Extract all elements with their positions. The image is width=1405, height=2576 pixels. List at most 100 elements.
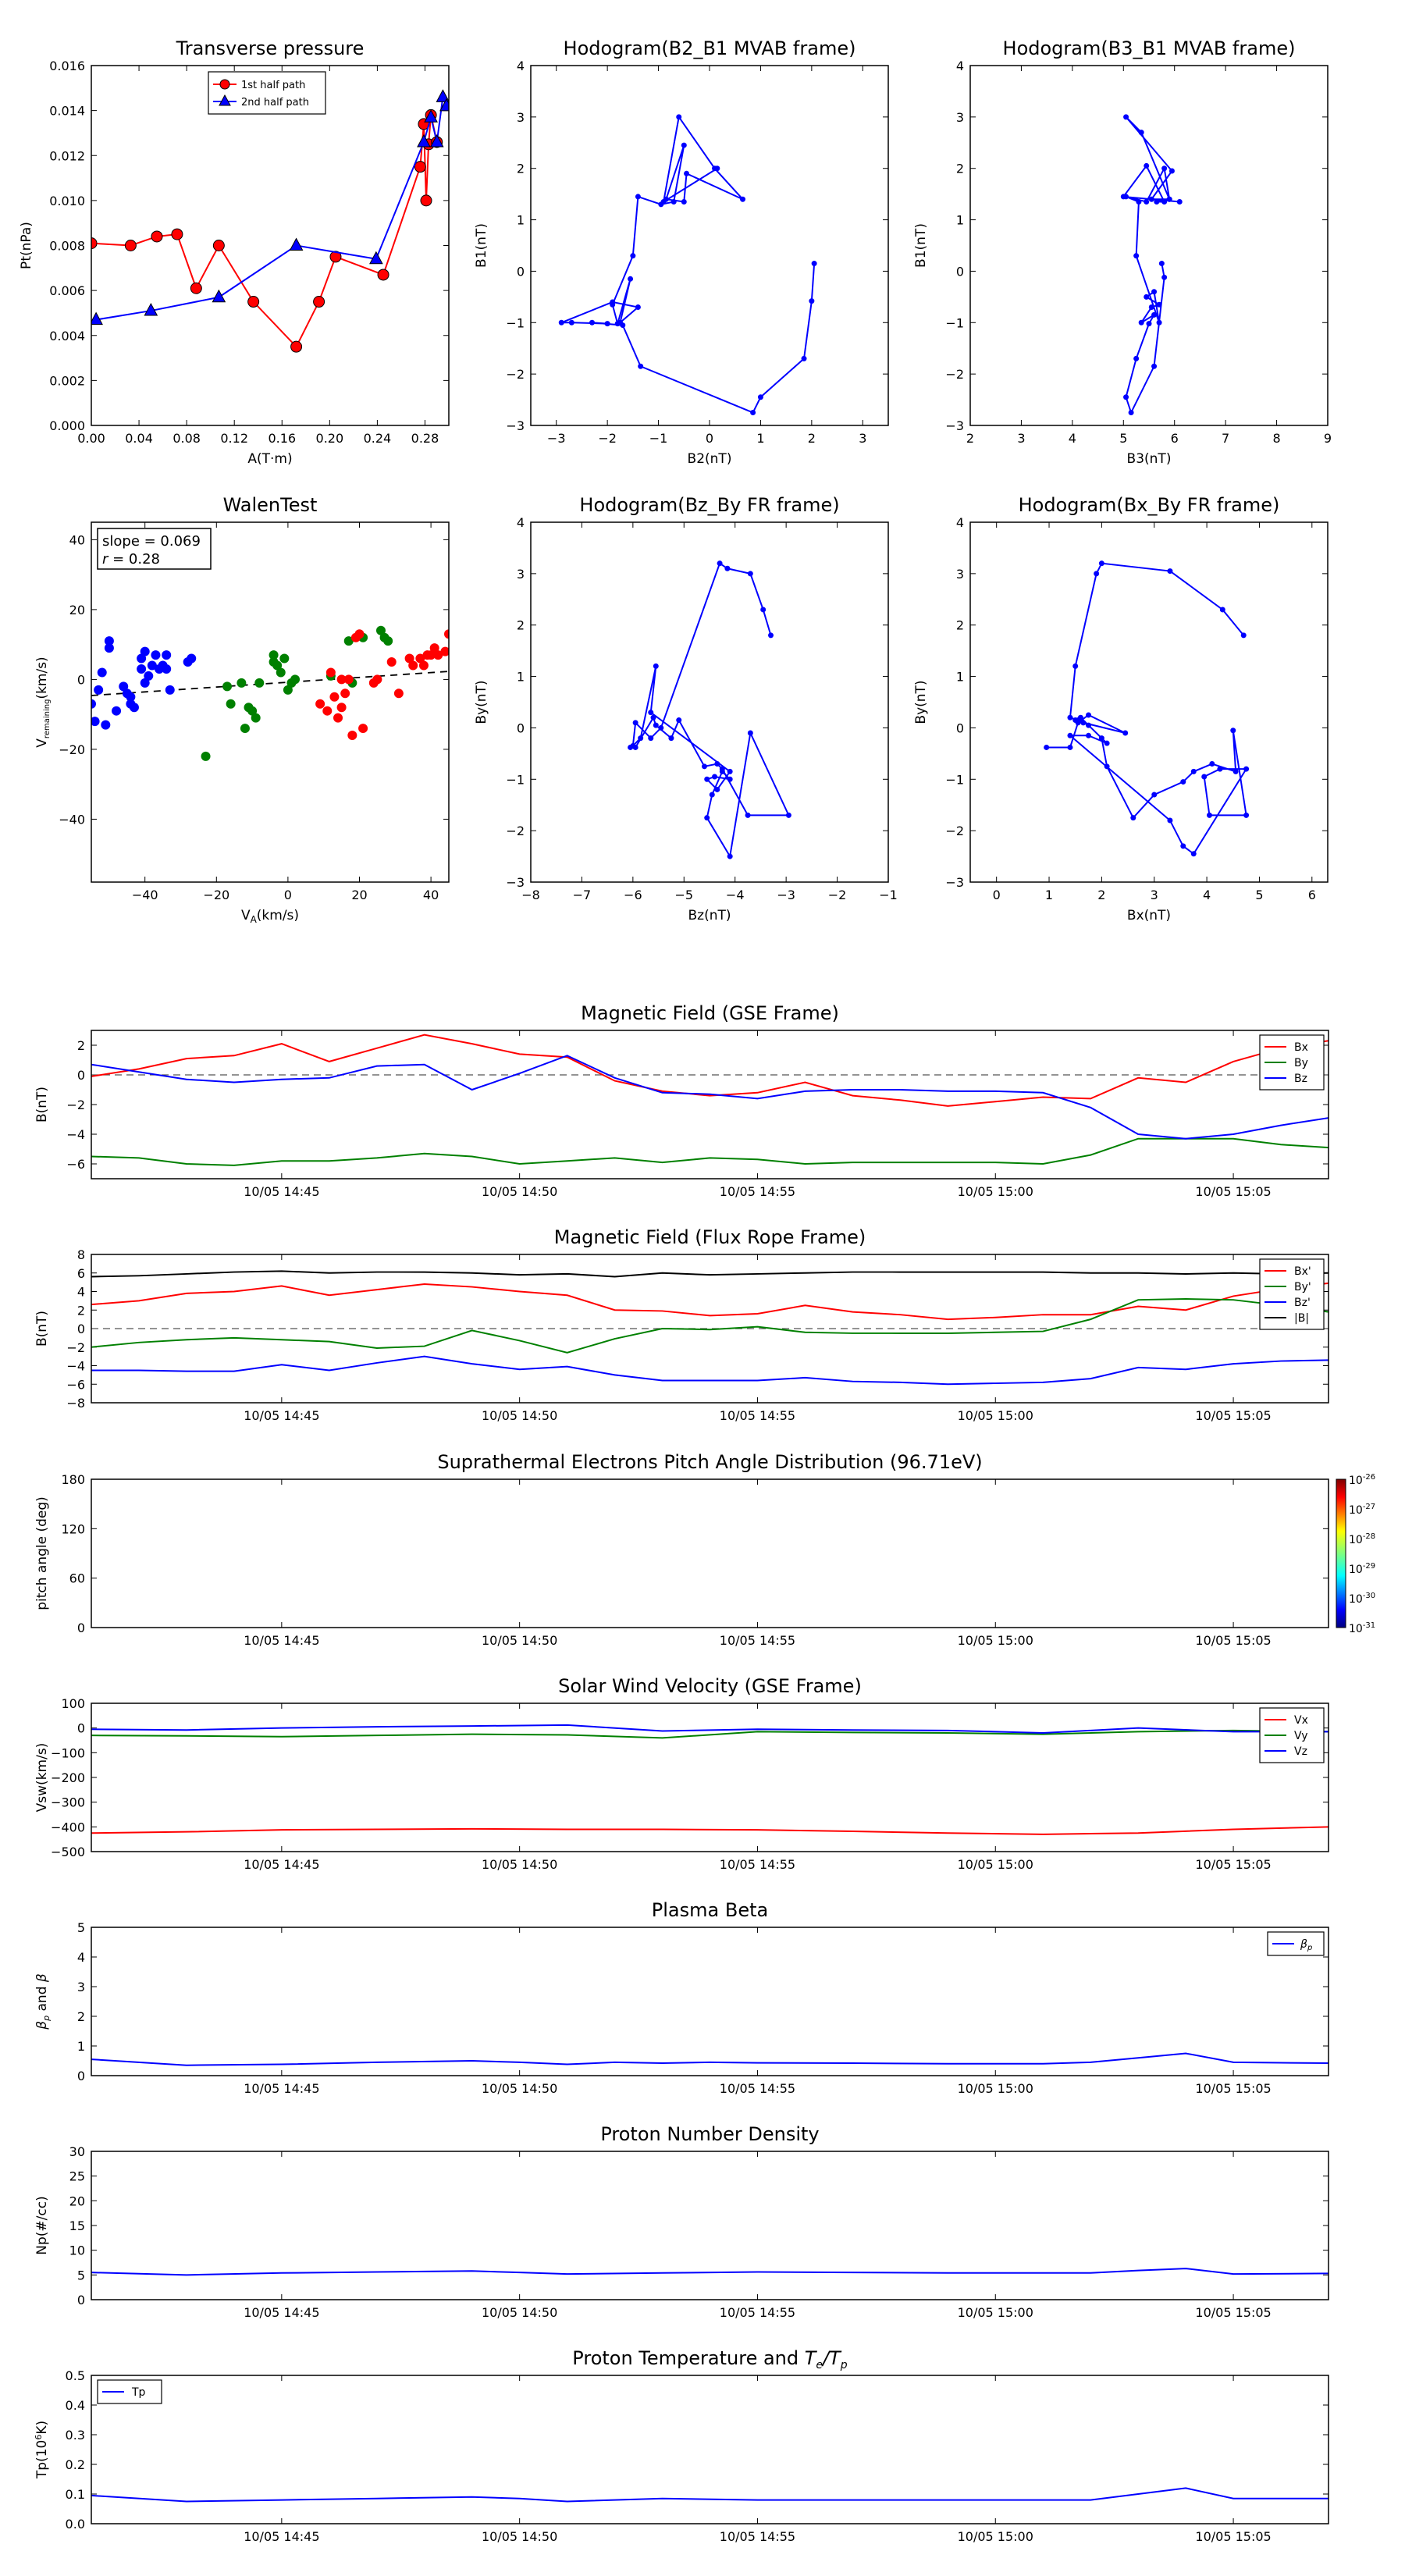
data-point [1122,730,1129,736]
series-line-Bx [91,1034,1329,1107]
x-tick-label: −3 [547,431,566,446]
legend-label: 2nd half path [241,97,309,109]
y-tick-label: 1 [517,670,525,685]
y-tick-label: −2 [945,367,964,382]
legend-label: By' [1294,1281,1311,1293]
plot-area [91,1270,1329,1386]
data-point [614,321,621,327]
x-tick-label: 10/05 15:00 [958,1184,1033,1199]
x-tick-label: 10/05 15:00 [958,1857,1033,1872]
x-axis-label-rest: (km/s) [257,908,299,923]
y-tick-label: −100 [51,1745,85,1760]
scatter-point [433,650,443,660]
fit-line [91,671,449,696]
data-point [429,133,444,148]
data-point [1151,363,1158,369]
data-point [1206,812,1212,818]
x-tick-label: 0 [284,888,292,902]
x-tick-label: −20 [203,888,229,902]
data-point [212,289,226,303]
y-tick-label: 2 [77,2009,85,2024]
x-tick-label: 0.08 [173,431,201,446]
legend-label: Bz [1294,1073,1307,1085]
x-tick-label: 5 [1119,431,1127,446]
y-axis-label-rest: and [34,1982,50,2016]
y-tick-label: 2 [77,1038,85,1053]
series-line [560,115,816,414]
x-tick-label: 0 [993,888,1001,902]
x-tick-label: −5 [674,888,693,902]
legend-box [208,71,326,115]
scatter-point [393,688,404,699]
scatter-point [137,653,147,664]
plot-frame [91,1254,1329,1404]
y-tick-label: −6 [66,1377,85,1392]
x-tick-label: 5 [1255,888,1263,902]
data-point [1148,196,1154,202]
title-slash: /T [821,2347,842,2369]
y-tick-label: 4 [517,515,525,530]
chart-mffr: Magnetic Field (Flux Rope Frame) 10/05 14… [34,1226,1329,1423]
x-tick-label: 10/05 14:50 [482,2305,557,2320]
data-point [1219,607,1225,613]
scatter-point [279,653,290,664]
plot-frame [969,65,1329,426]
x-tick-label: 10/05 15:00 [958,1633,1033,1648]
x-tick-label: 6 [1171,431,1179,446]
data-point [1104,740,1110,746]
data-point [1104,763,1110,770]
x-tick-label: 40 [423,888,439,902]
x-tick-label: 4 [1203,888,1211,902]
data-point [1138,130,1144,136]
series-line-Vx [91,1826,1329,1835]
y-axis-label: Vsw(km/s) [34,1743,50,1813]
x-tick-label: 10/05 14:55 [720,2305,795,2320]
data-point [681,142,687,148]
scatter-point [151,650,161,660]
y-tick-label: 3 [77,1980,85,1994]
x-tick-label: 8 [1272,431,1280,446]
y-tick-label: 0 [77,1322,85,1336]
y-axis-label: By(nT) [913,680,929,724]
y-tick-label: −40 [59,812,85,827]
data-point [668,735,674,742]
scatter-point [383,636,393,646]
y-tick-label: −20 [59,742,85,757]
plot-frame [530,65,889,426]
x-tick-label: 10/05 14:50 [482,1408,557,1423]
data-point [632,720,638,726]
scatter-point [415,653,425,664]
x-tick-label: 10/05 15:05 [1195,2081,1271,2096]
annotation-box [97,528,212,570]
plot-area [91,2487,1329,2503]
data-point [1166,196,1172,202]
colorbar [1336,1478,1346,1628]
data-point [714,761,720,767]
data-point [190,282,202,294]
x-tick-label: 0.16 [268,431,296,446]
x-tick-label: 20 [351,888,367,902]
y-tick-label: 4 [956,59,964,73]
chart-title: Transverse pressure [176,37,365,59]
series-line-Tp [91,2487,1329,2503]
data-point [290,340,303,353]
y-tick-label: 0.5 [66,2368,85,2383]
data-point [660,199,667,205]
data-point [1148,304,1154,311]
y-tick-label: 5 [77,2268,85,2282]
y-tick-label: 0.2 [66,2457,85,2472]
annotation-r-symbol: r [102,551,109,568]
y-tick-label: 4 [517,59,525,73]
x-tick-label: 9 [1324,431,1332,446]
data-point [1161,274,1168,280]
x-tick-label: 3 [1017,431,1025,446]
data-point [420,194,432,207]
data-point [1158,261,1165,267]
data-point [768,632,774,639]
x-axis-label-sub: A [251,914,258,925]
scatter-point [112,706,122,716]
data-point [124,240,137,251]
y-tick-label: 1 [956,213,964,228]
x-tick-label: 1 [1045,888,1053,902]
legend-label: Bz' [1294,1297,1311,1309]
